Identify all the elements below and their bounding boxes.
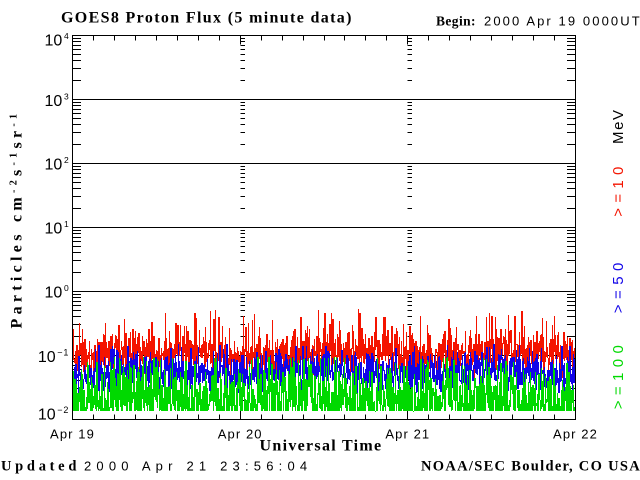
svg-text:Apr 22: Apr 22 [553,427,598,442]
svg-text:MeV: MeV [610,108,627,144]
svg-text:10: 10 [45,156,63,173]
svg-text:Apr 20: Apr 20 [218,427,263,442]
svg-text:0: 0 [64,283,69,293]
svg-text:Universal Time: Universal Time [260,438,383,455]
svg-text:10: 10 [45,32,63,49]
svg-text:Apr 19: Apr 19 [50,427,95,442]
svg-text:−1: −1 [57,347,69,357]
svg-text:GOES8 Proton Flux (5 minute da: GOES8 Proton Flux (5 minute data) [61,10,353,27]
svg-text:>=100: >=100 [610,340,627,410]
svg-text:10: 10 [38,406,56,423]
svg-text:−2: −2 [57,405,69,415]
svg-text:Begin:: Begin: [436,14,476,29]
svg-text:2: 2 [64,155,69,165]
svg-text:Particles cm-2s-1sr-1: Particles cm-2s-1sr-1 [9,110,26,329]
svg-text:4: 4 [64,31,69,41]
svg-text:NOAA/SEC Boulder, CO USA: NOAA/SEC Boulder, CO USA [421,459,640,475]
svg-text:2000 Apr 19 0000UT: 2000 Apr 19 0000UT [484,14,640,29]
svg-text:>=10: >=10 [610,161,627,216]
svg-text:>=50: >=50 [610,257,627,313]
svg-text:2000 Apr 21 23:56:04: 2000 Apr 21 23:56:04 [84,459,312,474]
svg-text:Apr 21: Apr 21 [385,427,430,442]
svg-text:10: 10 [38,349,56,366]
svg-text:Updated: Updated [1,459,80,475]
svg-text:3: 3 [64,91,69,101]
svg-text:10: 10 [45,93,63,110]
svg-text:10: 10 [45,284,63,301]
svg-text:1: 1 [64,219,69,229]
svg-text:10: 10 [45,220,63,237]
